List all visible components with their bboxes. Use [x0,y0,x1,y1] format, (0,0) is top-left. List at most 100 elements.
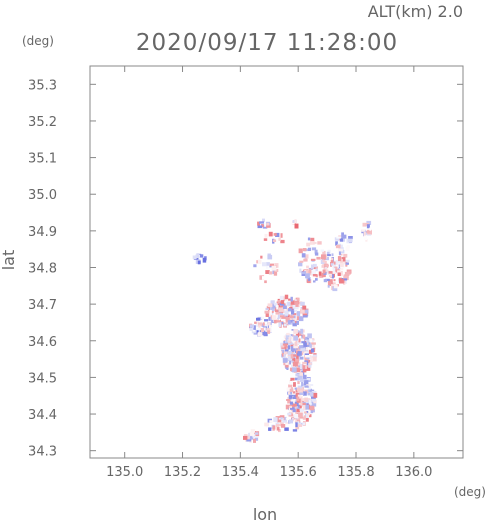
echo-cell [297,424,303,427]
echo-cell [305,405,309,410]
echo-cell [269,324,272,330]
echo-cell [291,367,297,372]
echo-cell [289,405,293,409]
echo-cell [272,239,277,242]
echo-cell [267,330,271,334]
echo-cell [265,313,269,317]
echo-cell [289,388,294,392]
echo-cell [301,340,306,344]
echo-cell [342,234,347,239]
echo-cell [285,422,291,425]
echo-cell [257,332,263,337]
echo-cell [318,271,322,276]
echo-cell [266,328,271,333]
echo-cell [277,314,281,319]
echo-cell [337,256,342,262]
echo-cell [294,223,299,229]
echo-cell [330,262,334,266]
echo-cell [296,408,300,412]
echo-cell [290,300,295,305]
echo-cell [294,219,297,224]
echo-cell [299,372,303,377]
echo-cell [325,278,330,282]
echo-cell [280,239,285,244]
echo-cell [334,237,339,241]
echo-cell [313,392,318,398]
echo-cell [306,366,311,371]
echo-cell [299,268,302,273]
echo-cell [306,401,309,407]
echo-cell [362,222,367,227]
echo-cell [258,319,263,324]
echo-cell [301,338,305,342]
echo-cell [287,412,292,416]
echo-cell [299,260,304,263]
echo-cell [276,305,279,310]
echo-cell [329,273,333,278]
echo-cell [293,309,297,313]
echo-cell [285,317,290,322]
echo-cell [271,310,274,313]
echo-cell [281,316,286,319]
echo-cell [286,332,290,336]
echo-cell [292,357,296,362]
echo-cell [297,351,302,356]
y-tick-label: 34.9 [28,225,57,240]
echo-cell [317,241,322,245]
y-tick-label: 35.0 [28,188,57,203]
echo-cell [289,380,294,385]
echo-cell [284,351,288,355]
echo-cell [338,250,341,255]
chart-title: 2020/09/17 11:28:00 [136,30,398,56]
echo-cell [332,286,338,292]
echo-cell [304,355,310,358]
echo-cell [287,320,291,325]
echo-cell [364,235,367,241]
echo-cell [369,227,372,231]
echo-cell [339,267,344,271]
echo-cell [302,369,307,373]
echo-cell [252,329,256,332]
echo-cell [277,419,282,423]
echo-cell [267,303,273,308]
echo-cell [275,314,278,320]
echo-cell [307,385,311,391]
echo-cell [296,316,299,320]
echo-cell [253,264,257,268]
echo-cell [304,254,309,259]
echo-cell [278,237,281,241]
echo-cell [366,224,370,229]
echo-cell [288,384,293,389]
echo-cell [264,319,269,322]
echo-cell [303,342,307,347]
echo-cell [290,303,293,308]
echo-cell [266,266,269,269]
x-tick-label: 135.8 [337,465,374,480]
echo-cell [264,324,268,329]
echo-cell [343,279,347,284]
echo-cell [290,367,293,372]
echo-cell [296,297,300,302]
echo-cell [302,402,306,405]
echo-cell [343,278,346,283]
echo-cell [255,324,259,327]
echo-cell [294,414,298,419]
echo-cell [337,272,341,276]
echo-cell [308,277,311,281]
echo-cell [284,427,289,431]
echo-cell [311,409,315,413]
echo-cell [202,257,207,263]
echo-cell [303,363,307,366]
echo-cell [309,241,315,245]
echo-cell [339,262,344,268]
echo-cell [260,255,263,259]
echo-cell [310,343,315,348]
echo-cell [341,254,344,259]
echo-cell [286,417,289,420]
echo-cell [305,248,310,252]
echo-cell [291,310,295,315]
y-tick-label: 34.8 [28,261,57,276]
echo-cell [315,274,319,278]
echo-cell [303,391,307,396]
echo-cell [310,400,313,404]
